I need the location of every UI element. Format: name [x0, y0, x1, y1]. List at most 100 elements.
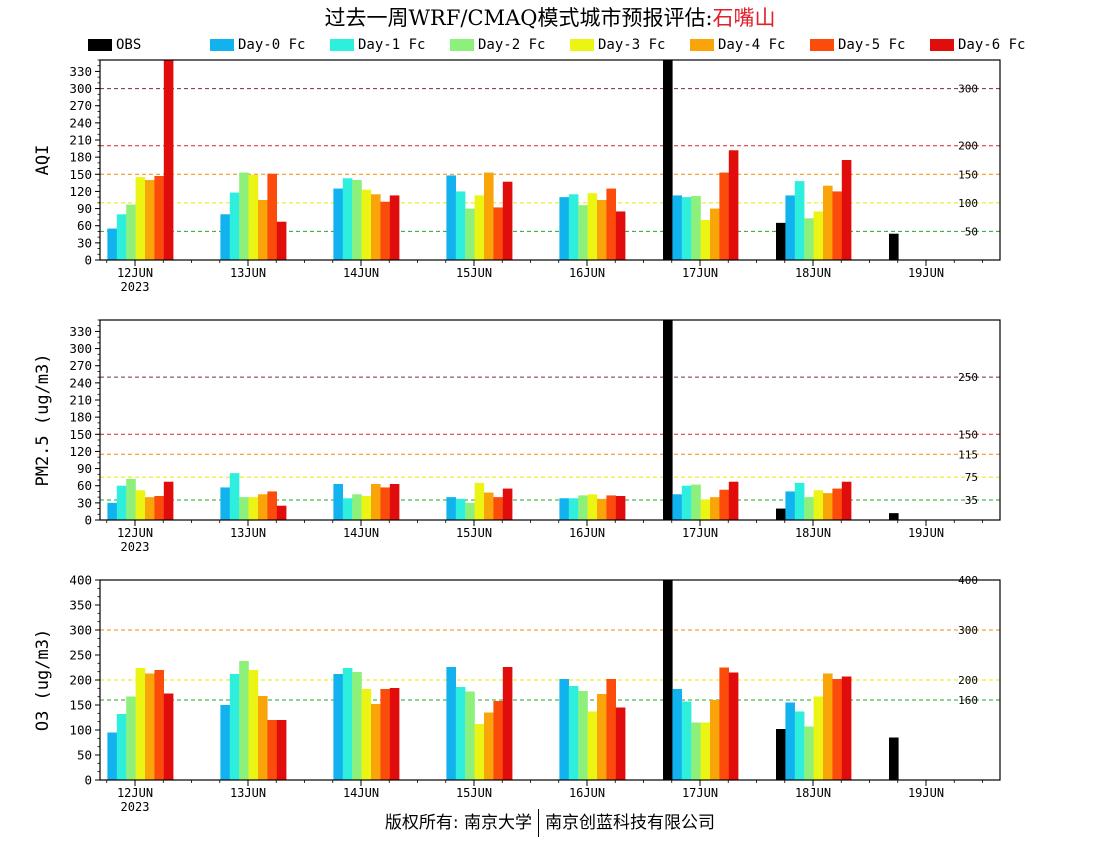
threshold-label: 300: [958, 624, 978, 637]
bar: [154, 176, 164, 260]
legend-item: Day-3 Fc: [570, 36, 665, 54]
x-tick-label: 17JUN: [682, 786, 718, 800]
y-tick-label: 200: [69, 673, 92, 688]
bar: [578, 691, 588, 780]
bar: [681, 197, 692, 260]
y-tick-label: 0: [84, 253, 92, 268]
threshold-label: 150: [958, 168, 978, 181]
bar: [455, 687, 466, 780]
y-tick-label: 350: [69, 598, 92, 613]
legend-swatch: [450, 39, 474, 51]
plot-frame: [99, 59, 1001, 261]
bar: [813, 211, 824, 260]
bar: [672, 494, 682, 520]
y-tick-label: 150: [69, 427, 92, 442]
x-tick-label: 15JUN: [456, 266, 492, 280]
legend-item: Day-5 Fc: [810, 36, 905, 54]
bar: [116, 214, 127, 260]
chart-title: 过去一周WRF/CMAQ模式城市预报评估:石嘴山: [0, 2, 1100, 32]
bar: [823, 493, 833, 520]
bar: [248, 497, 259, 520]
bar: [361, 496, 372, 520]
legend-item: Day-0 Fc: [210, 36, 305, 54]
y-tick-label: 300: [69, 623, 92, 638]
threshold-label: 250: [958, 371, 978, 384]
bar: [380, 201, 390, 260]
bar: [559, 679, 569, 780]
legend-swatch: [330, 39, 354, 51]
bar: [728, 150, 739, 260]
bar: [681, 485, 692, 520]
bar: [804, 497, 814, 520]
x-tick-label: 16JUN: [569, 266, 605, 280]
footer-left: 版权所有: 南京大学: [384, 813, 533, 833]
legend-swatch: [930, 39, 954, 51]
x-tick-label: 14JUN: [343, 786, 379, 800]
bar: [681, 701, 692, 780]
y-tick-label: 30: [77, 235, 92, 250]
bar: [785, 491, 795, 520]
y-axis-label: PM2.5 (ug/m3): [33, 353, 53, 486]
x-tick-label: 17JUN: [682, 266, 718, 280]
bar: [785, 195, 795, 260]
bar: [719, 489, 729, 520]
y-tick-label: 60: [77, 478, 92, 493]
bar: [813, 696, 824, 780]
bar: [663, 580, 673, 780]
bar: [465, 691, 475, 780]
threshold-label: 150: [958, 428, 978, 441]
x-tick-label: 16JUN: [569, 526, 605, 540]
bar: [258, 494, 268, 520]
bar: [342, 498, 353, 520]
bar: [484, 712, 494, 780]
bar: [794, 711, 805, 780]
bar: [663, 60, 673, 260]
y-tick-label: 270: [69, 358, 92, 373]
y-axis-label: O3 (ug/m3): [33, 629, 53, 731]
x-tick-label: 13JUN: [230, 786, 266, 800]
y-tick-label: 90: [77, 201, 92, 216]
x-tick-label: 15JUN: [456, 786, 492, 800]
legend-label: Day-1 Fc: [358, 37, 426, 53]
bar: [258, 696, 268, 780]
bar: [276, 720, 287, 780]
bar: [502, 181, 513, 260]
legend-item: Day-2 Fc: [450, 36, 545, 54]
x-tick-label: 14JUN: [343, 266, 379, 280]
bar: [446, 497, 456, 520]
bar: [691, 722, 701, 780]
bar: [446, 667, 456, 780]
bar: [606, 679, 616, 780]
legend-item: Day-6 Fc: [930, 36, 1025, 54]
bar: [389, 484, 400, 520]
bar: [568, 686, 579, 780]
bar: [135, 668, 146, 780]
legend-item: OBS: [88, 36, 141, 54]
threshold-label: 200: [958, 140, 978, 153]
bar: [606, 188, 616, 260]
bar: [719, 667, 729, 780]
bar: [220, 705, 230, 780]
bar: [380, 689, 390, 780]
x-tick-label: 19JUN: [908, 526, 944, 540]
bar: [229, 473, 240, 520]
bar: [672, 195, 682, 260]
y-tick-label: 330: [69, 64, 92, 79]
bar: [126, 696, 136, 780]
bar: [568, 498, 579, 520]
legend-label: Day-4 Fc: [718, 37, 786, 53]
bar: [352, 494, 362, 520]
bar: [116, 485, 127, 520]
y-tick-label: 50: [77, 748, 92, 763]
bar: [587, 711, 598, 780]
threshold-label: 100: [958, 197, 978, 210]
bar: [700, 722, 711, 780]
bar: [493, 701, 503, 780]
bar: [465, 502, 475, 520]
bar: [239, 497, 249, 520]
x-tick-label: 18JUN: [795, 526, 831, 540]
bar: [700, 499, 711, 520]
legend: OBS Day-0 Fc Day-1 Fc Day-2 Fc Day-3 Fc Day-4…: [0, 36, 1100, 54]
bar: [710, 497, 720, 520]
bar: [794, 181, 805, 260]
